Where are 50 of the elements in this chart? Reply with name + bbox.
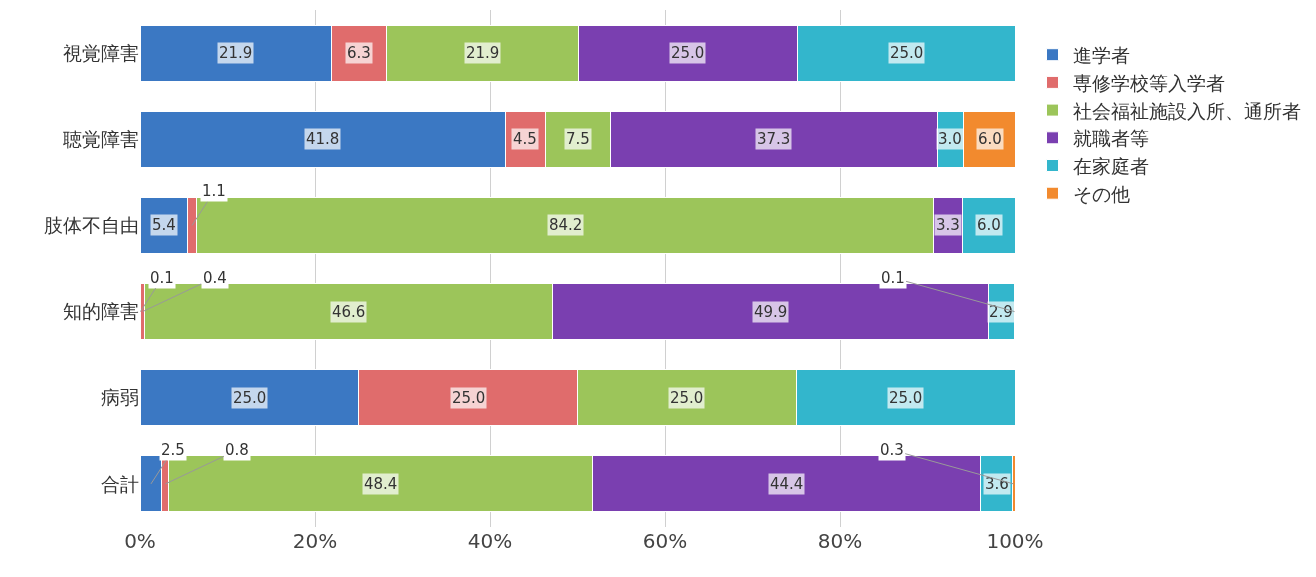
data-label: 3.0 — [938, 130, 962, 148]
data-label: 25.0 — [889, 389, 923, 407]
x-tick-label: 40% — [467, 529, 513, 553]
data-label: 25.0 — [671, 44, 705, 62]
data-label: 0.8 — [225, 441, 249, 459]
y-tick-label: 合計 — [101, 472, 139, 495]
x-tick-label: 100% — [986, 529, 1044, 553]
data-label: 37.3 — [757, 130, 791, 148]
data-label: 5.4 — [152, 216, 176, 234]
x-tick-label: 80% — [817, 529, 863, 553]
data-label: 84.2 — [549, 216, 583, 234]
data-label: 25.0 — [670, 389, 704, 407]
data-label: 3.3 — [936, 216, 960, 234]
data-label: 41.8 — [306, 130, 340, 148]
y-tick-label: 聴覚障害 — [63, 127, 139, 150]
y-tick-label: 視覚障害 — [63, 41, 139, 64]
data-label: 49.9 — [754, 303, 788, 321]
legend-label: 就職者等 — [1072, 127, 1149, 150]
data-label: 3.6 — [985, 475, 1009, 493]
data-label: 25.0 — [452, 389, 486, 407]
legend-label: その他 — [1072, 182, 1130, 205]
legend-label: 在家庭者 — [1072, 154, 1149, 177]
data-label: 0.1 — [881, 269, 905, 287]
data-label: 7.5 — [566, 130, 590, 148]
legend-label: 社会福祉施設入所、通所者 — [1072, 99, 1301, 122]
data-label: 48.4 — [364, 475, 398, 493]
data-label: 6.3 — [347, 44, 371, 62]
x-tick-label: 20% — [292, 529, 338, 553]
data-label: 0.4 — [203, 269, 227, 287]
data-label: 6.0 — [978, 130, 1002, 148]
x-tick-label: 60% — [642, 529, 688, 553]
data-label: 6.0 — [977, 216, 1001, 234]
data-label: 25.0 — [233, 389, 267, 407]
legend-label: 進学者 — [1072, 44, 1130, 67]
data-label: 1.1 — [202, 182, 226, 200]
legend-label: 専修学校等入学者 — [1072, 71, 1225, 94]
x-tick-label: 0% — [124, 529, 156, 553]
data-label: 21.9 — [466, 44, 500, 62]
data-label: 0.3 — [880, 441, 904, 459]
data-label: 21.9 — [219, 44, 253, 62]
data-label: 46.6 — [332, 303, 366, 321]
data-label: 44.4 — [770, 475, 804, 493]
data-label: 0.1 — [150, 269, 174, 287]
data-label: 25.0 — [890, 44, 924, 62]
data-label: 4.5 — [513, 130, 537, 148]
y-tick-label: 肢体不自由 — [44, 214, 139, 237]
data-label: 2.5 — [161, 441, 185, 459]
y-tick-label: 病弱 — [101, 386, 139, 409]
data-label: 2.9 — [989, 303, 1013, 321]
y-tick-label: 知的障害 — [63, 300, 139, 323]
